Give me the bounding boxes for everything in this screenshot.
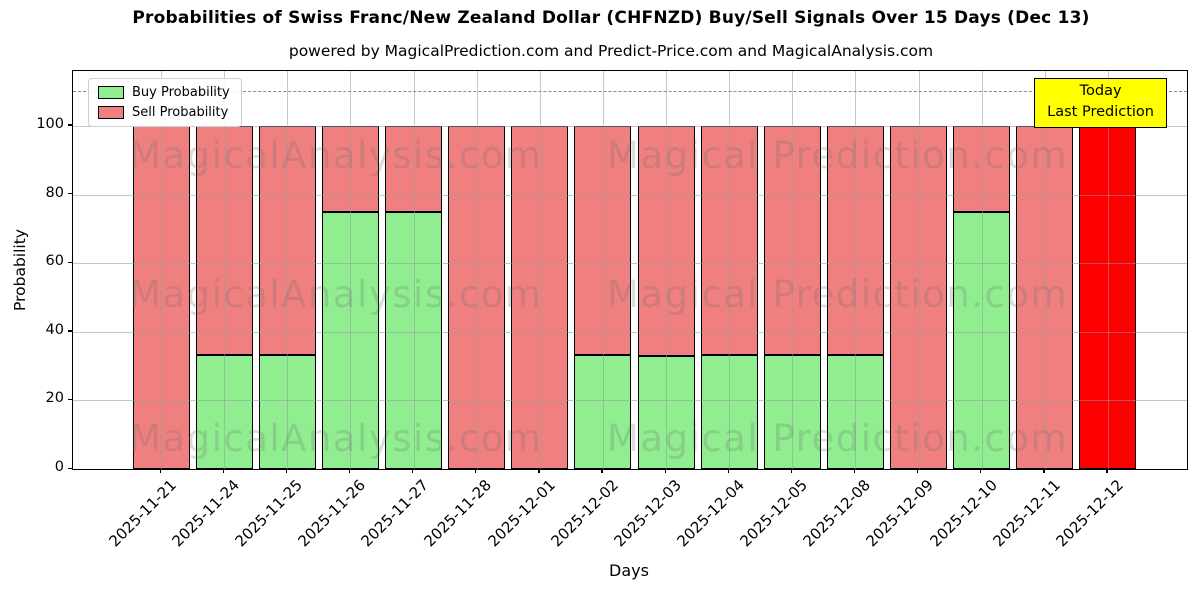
today-annotation-box: Today Last Prediction bbox=[1034, 78, 1167, 129]
x-tick-mark bbox=[1106, 469, 1108, 473]
y-tick-label: 60 bbox=[45, 253, 64, 270]
x-tick-label: 2025-11-21 bbox=[105, 476, 180, 551]
x-tick-mark bbox=[159, 469, 161, 473]
today-annotation-line1: Today bbox=[1079, 83, 1122, 99]
y-tick-mark bbox=[68, 330, 72, 332]
x-tick-mark bbox=[980, 469, 982, 473]
y-tick-label: 0 bbox=[54, 459, 64, 475]
vertical-gridline bbox=[855, 71, 857, 469]
x-tick-label: 2025-12-09 bbox=[862, 476, 938, 551]
x-tick-label: 2025-12-12 bbox=[1052, 476, 1127, 551]
y-tick-label: 100 bbox=[36, 115, 64, 132]
y-tick-mark bbox=[68, 467, 72, 469]
x-tick-mark bbox=[1043, 469, 1045, 473]
x-tick-label: 2025-11-26 bbox=[294, 476, 370, 551]
vertical-gridline bbox=[476, 71, 478, 469]
vertical-gridline bbox=[224, 71, 226, 469]
x-tick-label: 2025-12-02 bbox=[547, 476, 622, 551]
x-axis-title: Days bbox=[609, 561, 649, 580]
legend: Buy Probability Sell Probability bbox=[88, 78, 242, 127]
x-tick-label: 2025-12-01 bbox=[484, 476, 559, 551]
y-tick-mark bbox=[68, 398, 72, 401]
x-tick-mark bbox=[601, 469, 603, 473]
chart-subtitle: powered by MagicalPrediction.com and Pre… bbox=[288, 42, 934, 60]
x-tick-label: 2025-11-24 bbox=[168, 476, 243, 551]
vertical-gridline bbox=[350, 71, 352, 469]
x-tick-mark bbox=[348, 469, 351, 473]
horizontal-gridline bbox=[73, 331, 1187, 333]
legend-label-sell: Sell Probability bbox=[132, 105, 229, 120]
y-tick-mark bbox=[68, 124, 72, 126]
y-tick-mark bbox=[68, 261, 72, 263]
x-tick-mark bbox=[917, 469, 919, 473]
vertical-gridline bbox=[918, 71, 920, 469]
y-tick-label: 20 bbox=[45, 390, 64, 407]
vertical-gridline bbox=[1044, 71, 1046, 469]
x-tick-mark bbox=[664, 469, 666, 473]
x-tick-label: 2025-12-05 bbox=[736, 476, 812, 551]
y-tick-label: 40 bbox=[45, 321, 64, 338]
x-tick-mark bbox=[727, 469, 729, 473]
x-tick-mark bbox=[475, 469, 477, 473]
vertical-gridline bbox=[981, 71, 983, 469]
vertical-gridline bbox=[602, 71, 604, 469]
horizontal-gridline bbox=[73, 263, 1187, 265]
horizontal-gridline bbox=[73, 125, 1187, 127]
plot-area: MagicalAnalysis.com Magical Prediction.co… bbox=[72, 70, 1188, 470]
x-tick-label: 2025-12-08 bbox=[799, 476, 875, 551]
vertical-gridline bbox=[539, 71, 541, 469]
x-tick-mark bbox=[412, 469, 414, 473]
vertical-gridline bbox=[413, 71, 415, 469]
x-tick-label: 2025-11-27 bbox=[357, 476, 433, 551]
y-tick-mark bbox=[68, 193, 72, 195]
x-tick-label: 2025-12-10 bbox=[926, 476, 1001, 551]
x-tick-mark bbox=[538, 469, 540, 473]
x-tick-label: 2025-11-28 bbox=[421, 476, 496, 551]
x-tick-label: 2025-12-03 bbox=[610, 476, 685, 551]
x-tick-mark bbox=[222, 469, 224, 473]
x-tick-mark bbox=[790, 469, 793, 473]
vertical-gridline bbox=[666, 71, 668, 469]
buy-swatch-icon bbox=[98, 86, 124, 99]
x-tick-label: 2025-12-04 bbox=[673, 476, 748, 551]
legend-item-sell: Sell Probability bbox=[98, 105, 230, 120]
x-tick-label: 2025-11-25 bbox=[231, 476, 306, 551]
horizontal-gridline bbox=[73, 194, 1187, 196]
vertical-gridline bbox=[729, 71, 731, 469]
x-tick-mark bbox=[285, 469, 288, 473]
chart-title: Probabilities of Swiss Franc/New Zealand… bbox=[132, 8, 1090, 28]
threshold-dashed-line bbox=[73, 91, 1187, 92]
vertical-gridline bbox=[161, 71, 162, 469]
sell-swatch-icon bbox=[98, 106, 124, 119]
vertical-gridline bbox=[287, 71, 289, 469]
vertical-gridline bbox=[792, 71, 794, 469]
vertical-gridline bbox=[1107, 71, 1109, 469]
x-tick-mark bbox=[853, 469, 856, 473]
legend-item-buy: Buy Probability bbox=[98, 85, 230, 100]
today-annotation-line2: Last Prediction bbox=[1047, 104, 1154, 121]
legend-label-buy: Buy Probability bbox=[132, 85, 230, 100]
y-tick-label: 80 bbox=[45, 184, 64, 201]
horizontal-gridline bbox=[73, 400, 1187, 402]
